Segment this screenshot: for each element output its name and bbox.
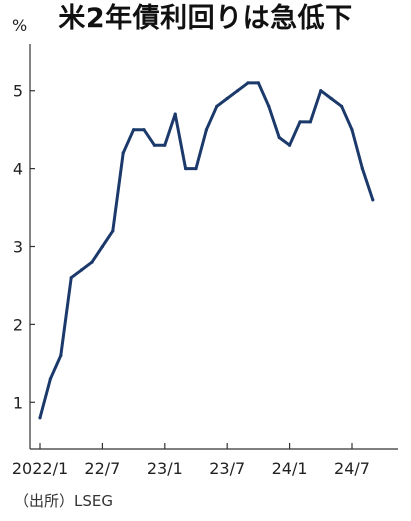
y-tick-label: 4 xyxy=(13,160,23,179)
y-unit-label: % xyxy=(12,16,28,35)
data-point xyxy=(80,268,84,272)
data-point xyxy=(225,96,229,101)
x-tick-label: 23/7 xyxy=(209,459,245,478)
y-tick-label: 1 xyxy=(13,393,23,412)
data-point xyxy=(360,167,364,171)
series-layer xyxy=(38,81,375,420)
data-point xyxy=(90,260,94,264)
data-point xyxy=(267,104,271,108)
data-point xyxy=(256,81,260,85)
data-point xyxy=(215,104,219,108)
data-point xyxy=(152,143,156,147)
data-point xyxy=(121,151,125,155)
yield-line xyxy=(38,81,375,420)
data-point xyxy=(288,143,292,147)
data-point xyxy=(319,89,323,93)
x-tick-label: 24/1 xyxy=(272,459,308,478)
y-tick-label: 2 xyxy=(13,315,23,334)
axes xyxy=(29,44,398,450)
x-tick-label: 2022/1 xyxy=(12,459,68,478)
data-point xyxy=(371,198,375,202)
data-point xyxy=(132,128,136,132)
data-point xyxy=(204,128,208,132)
x-ticks: 2022/1 22/7 23/1 23/7 24/1 24/7 xyxy=(12,443,370,478)
data-point xyxy=(59,353,63,358)
data-point xyxy=(277,135,281,140)
x-tick-label: 23/1 xyxy=(147,459,183,478)
data-point xyxy=(48,377,53,381)
data-point xyxy=(184,167,188,171)
data-point xyxy=(111,229,115,233)
data-point xyxy=(350,128,354,132)
source-note: （出所）LSEG xyxy=(14,492,113,510)
x-tick-label: 22/7 xyxy=(84,459,120,478)
data-point xyxy=(173,112,177,116)
y-ticks: 1 2 3 4 5 xyxy=(13,82,35,412)
y-tick-label: 3 xyxy=(13,238,23,257)
data-point xyxy=(194,167,198,171)
x-tick-label: 24/7 xyxy=(334,459,370,478)
data-point xyxy=(246,81,250,85)
y-tick-label: 5 xyxy=(13,82,23,101)
data-point xyxy=(163,143,167,147)
data-point xyxy=(340,104,344,108)
data-point xyxy=(69,276,73,280)
data-point xyxy=(142,128,146,132)
data-point xyxy=(100,244,104,249)
data-point xyxy=(298,120,302,124)
data-point xyxy=(236,89,240,93)
data-point xyxy=(38,416,42,420)
data-point xyxy=(329,96,333,101)
chart-title: 米2年債利回りは急低下 xyxy=(58,3,353,34)
data-point xyxy=(308,120,312,124)
